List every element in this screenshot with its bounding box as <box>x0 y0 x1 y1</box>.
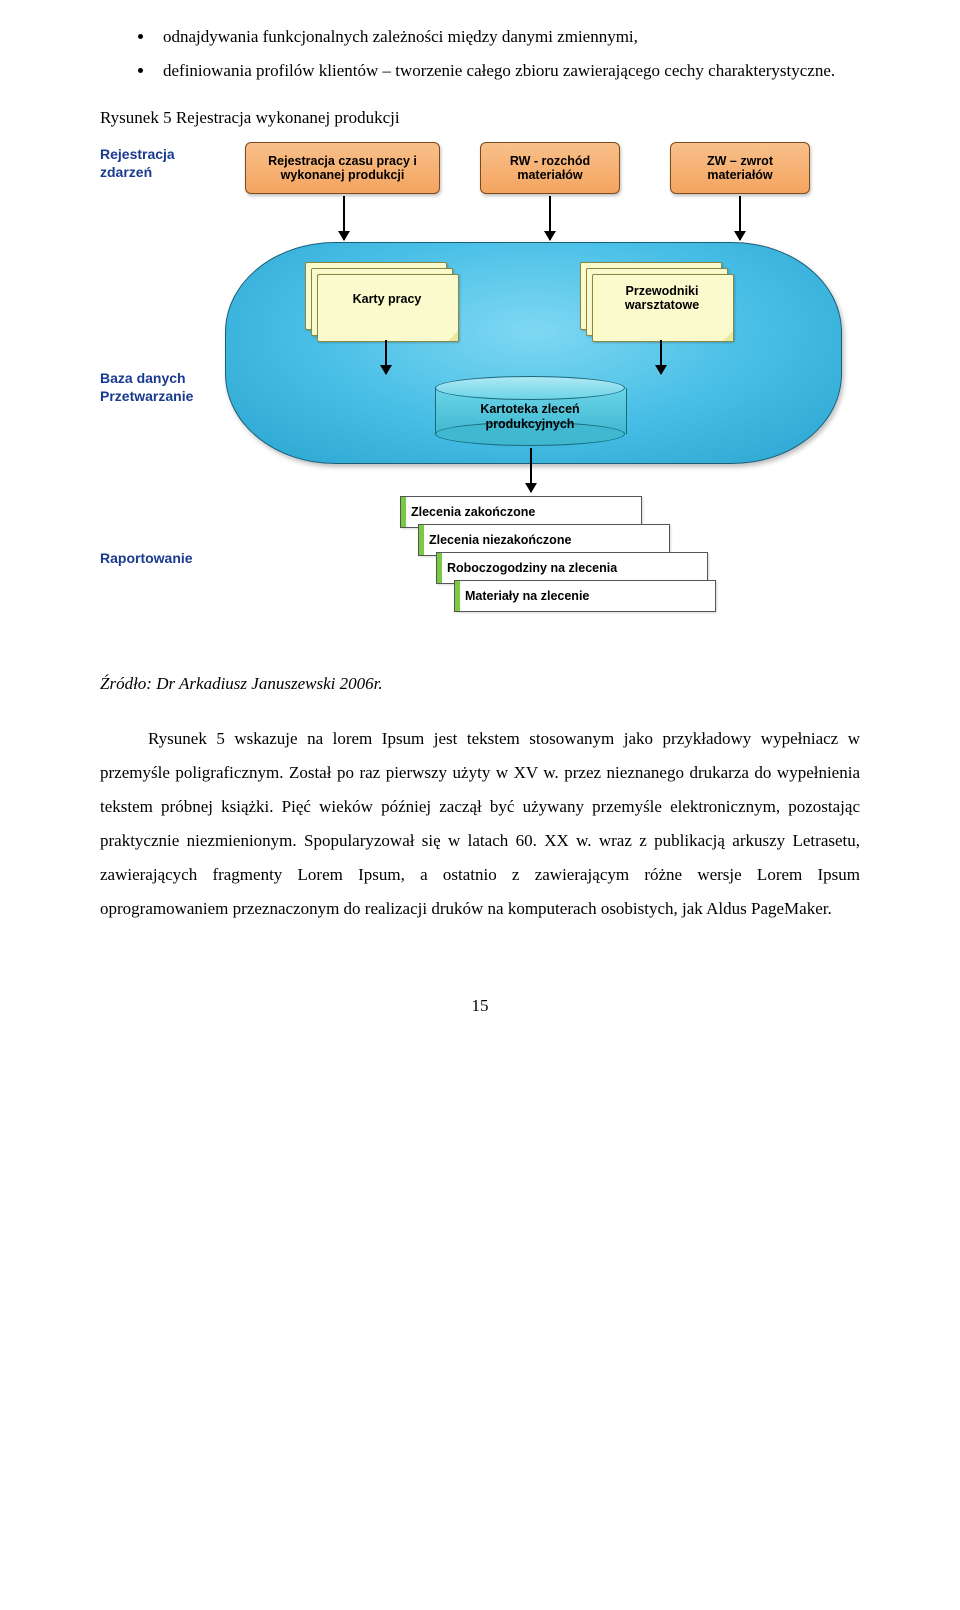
arrow-icon <box>549 196 551 240</box>
bullet-list: odnajdywania funkcjonalnych zależności m… <box>100 20 860 88</box>
report-label: Materiały na zlecenie <box>455 581 725 611</box>
report-label: Zlecenia niezakończone <box>419 525 679 555</box>
report-label: Roboczogodziny na zlecenia <box>437 553 717 583</box>
arrow-icon <box>385 340 387 374</box>
bullet-item: definiowania profilów klientów – tworzen… <box>155 54 860 88</box>
cylinder-label: Kartoteka zleceń produkcyjnych <box>435 402 625 432</box>
cylinder-kartoteka: Kartoteka zleceń produkcyjnych <box>435 376 625 446</box>
paragraph-text: Rysunek 5 wskazuje na lorem Ipsum jest t… <box>100 722 860 926</box>
doc-label-przewodniki: Przewodniki warsztatowe <box>592 284 732 313</box>
arrow-icon <box>739 196 741 240</box>
figure-source: Źródło: Dr Arkadiusz Januszewski 2006r. <box>100 674 860 694</box>
label-baza-danych: Baza danych Przetwarzanie <box>100 370 220 405</box>
orange-box-rejestracja: Rejestracja czasu pracy i wykonanej prod… <box>245 142 440 194</box>
doc-label-karty: Karty pracy <box>317 292 457 306</box>
page-number: 15 <box>100 996 860 1016</box>
arrow-icon <box>530 448 532 492</box>
diagram: Rejestracja zdarzeń Baza danych Przetwar… <box>100 140 860 660</box>
label-raportowanie: Raportowanie <box>100 550 220 568</box>
arrow-icon <box>343 196 345 240</box>
orange-box-zw: ZW – zwrot materiałów <box>670 142 810 194</box>
orange-box-rw: RW - rozchód materiałów <box>480 142 620 194</box>
bullet-item: odnajdywania funkcjonalnych zależności m… <box>155 20 860 54</box>
label-rejestracja-zdarzen: Rejestracja zdarzeń <box>100 146 210 181</box>
figure-caption: Rysunek 5 Rejestracja wykonanej produkcj… <box>100 108 860 128</box>
arrow-icon <box>660 340 662 374</box>
report-label: Zlecenia zakończone <box>401 497 651 527</box>
